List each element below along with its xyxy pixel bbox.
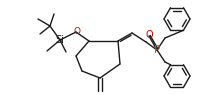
Text: Si: Si: [56, 35, 64, 45]
Text: O: O: [145, 30, 153, 40]
Text: P: P: [154, 45, 160, 55]
Text: O: O: [73, 27, 81, 36]
